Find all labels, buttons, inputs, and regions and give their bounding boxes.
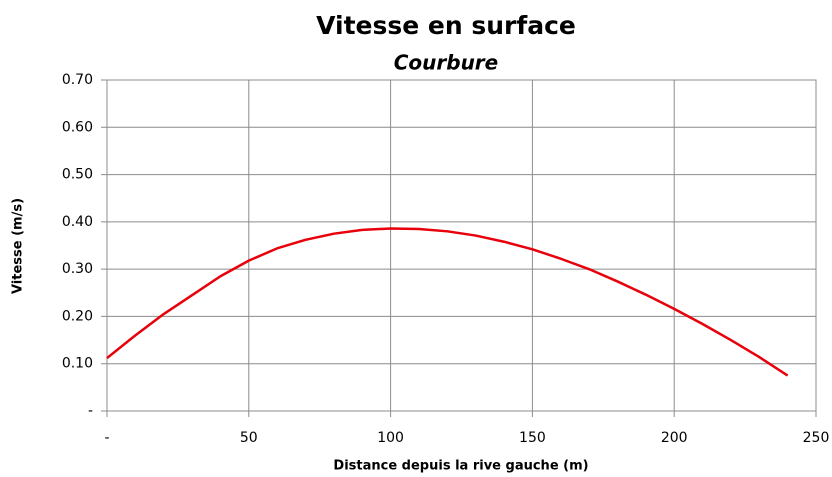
y-tick-label: 0.50 xyxy=(62,167,93,183)
x-tick-label: 50 xyxy=(240,430,258,446)
y-tick-label: 0.20 xyxy=(62,308,93,324)
chart-subtitle: Courbure xyxy=(394,51,499,75)
chart-title: Vitesse en surface xyxy=(316,11,576,40)
x-tick-label: 200 xyxy=(661,430,688,446)
y-tick-label: 0.70 xyxy=(62,72,93,88)
y-tick-label: - xyxy=(88,403,93,419)
x-tick-label: 150 xyxy=(519,430,546,446)
x-tick-label: 250 xyxy=(803,430,830,446)
data-line xyxy=(106,227,789,377)
y-axis-label: Vitesse (m/s) xyxy=(11,198,26,294)
plot-border xyxy=(106,79,817,412)
x-tick-label: - xyxy=(104,430,109,446)
x-axis-label: Distance depuis la rive gauche (m) xyxy=(333,459,588,474)
x-tick-label: 100 xyxy=(377,430,404,446)
y-tick-label: 0.10 xyxy=(62,356,93,372)
y-tick-label: 0.40 xyxy=(62,214,93,230)
y-tick-label: 0.30 xyxy=(62,261,93,277)
y-tick-label: 0.60 xyxy=(62,119,93,135)
